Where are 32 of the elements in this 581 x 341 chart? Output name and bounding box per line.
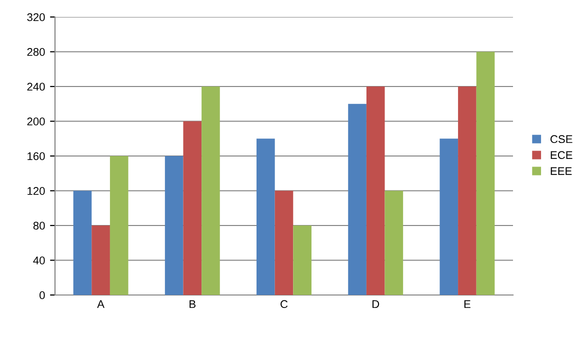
bar [183,121,202,295]
y-tick-label: 320 [27,13,45,22]
y-tick-label: 280 [27,48,45,56]
bar [164,156,184,295]
bar [256,138,275,295]
bar [458,86,476,295]
bar [92,226,110,295]
y-tick-label: 200 [27,118,45,126]
x-tick-label: D [372,300,380,308]
bar [476,52,495,295]
x-tick-label: C [280,300,288,308]
y-tick-label: 40 [33,256,45,264]
bar [110,156,128,295]
y-tick-label: 120 [28,187,45,195]
bar [366,86,385,295]
y-tick-label: 0 [40,291,45,300]
bar [384,190,404,295]
bar [73,190,92,295]
y-tick-label: 160 [28,152,45,160]
x-tick-label: E [464,300,470,308]
legend-label: ECE [550,151,572,160]
legend-label: EEE [550,167,572,175]
bar [440,138,458,295]
y-tick-label: 80 [33,222,45,230]
y-tick-label: 240 [27,82,45,91]
bar [274,190,294,295]
x-tick-label: B [190,300,196,308]
bar [348,104,366,295]
bar [202,86,220,295]
bar [293,226,312,295]
legend-label: CSE [550,135,572,144]
x-tick-label: A [97,300,104,308]
